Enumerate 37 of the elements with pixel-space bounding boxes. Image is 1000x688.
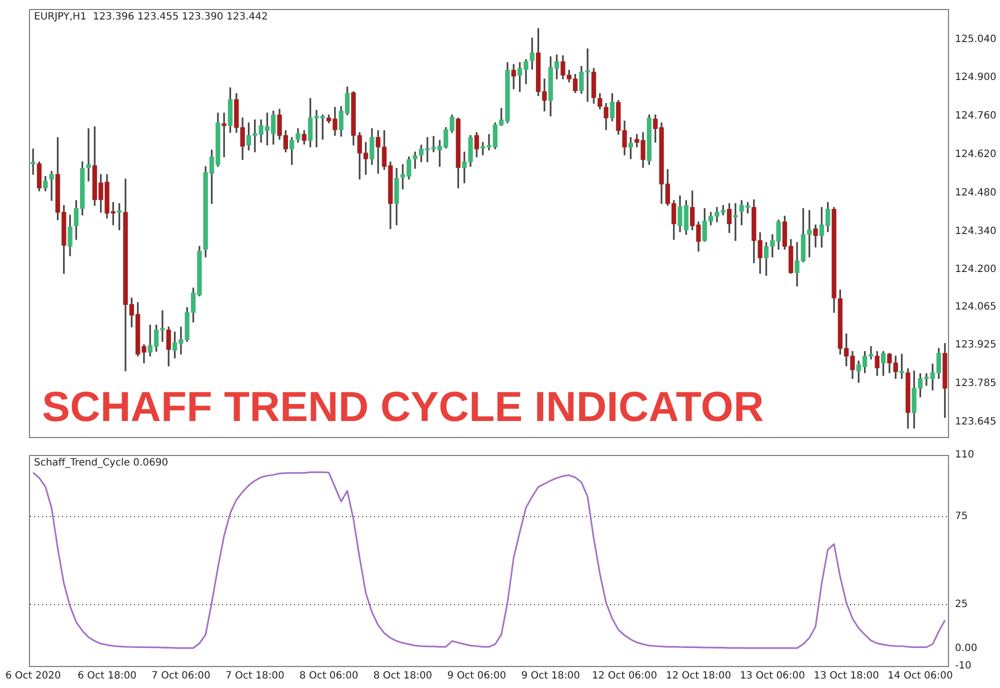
y-tick-label: 124.620 bbox=[955, 149, 996, 160]
x-tick-label: 13 Oct 06:00 bbox=[740, 670, 806, 682]
y-tick-label: 123.925 bbox=[955, 340, 996, 351]
x-tick-label: 8 Oct 06:00 bbox=[299, 670, 358, 682]
y-tick-label: 124.065 bbox=[955, 301, 996, 312]
x-tick-label: 6 Oct 18:00 bbox=[78, 670, 136, 682]
annotation: SCHAFF TREND CYCLE INDICATOR bbox=[42, 383, 764, 430]
x-tick-label: 12 Oct 06:00 bbox=[592, 670, 658, 682]
x-tick-label: 6 Oct 2020 bbox=[5, 670, 61, 682]
x-tick-label: 9 Oct 06:00 bbox=[447, 670, 506, 682]
y-tick-label: 123.645 bbox=[955, 416, 996, 428]
x-tick-label: 7 Oct 18:00 bbox=[225, 670, 284, 682]
candlestick bbox=[412, 152, 418, 169]
y-tick-label: 110 bbox=[955, 450, 974, 461]
y-tick-label: 0.00 bbox=[955, 643, 978, 654]
x-tick-label: 13 Oct 18:00 bbox=[814, 670, 879, 682]
y-tick-label: 25 bbox=[955, 599, 968, 610]
y-tick-label: 124.480 bbox=[955, 187, 996, 198]
candlestick bbox=[86, 128, 91, 182]
chart-title: EURJPY,H1 123.396 123.455 123.390 123.442 bbox=[34, 12, 268, 23]
y-tick-label: 124.760 bbox=[955, 110, 996, 122]
y-tick-label: 124.340 bbox=[955, 226, 996, 237]
x-tick-label: 14 Oct 06:00 bbox=[888, 670, 953, 682]
y-tick-label: 123.785 bbox=[955, 378, 996, 390]
x-tick-label: 12 Oct 18:00 bbox=[666, 670, 732, 682]
y-tick-label: 75 bbox=[955, 511, 968, 522]
x-tick-label: 7 Oct 06:00 bbox=[152, 670, 210, 682]
candlestick bbox=[733, 203, 738, 241]
y-tick-label: 124.200 bbox=[955, 264, 996, 276]
x-tick-label: 9 Oct 18:00 bbox=[521, 670, 580, 682]
chart-title: Schaff_Trend_Cycle 0.0690 bbox=[34, 458, 168, 469]
y-tick-label: 125.040 bbox=[955, 34, 996, 45]
x-tick-label: 8 Oct 18:00 bbox=[373, 670, 432, 682]
y-tick-label: -10 bbox=[955, 660, 972, 672]
candlestick bbox=[49, 171, 54, 201]
candlestick bbox=[222, 112, 226, 158]
y-tick-label: 124.900 bbox=[955, 72, 996, 84]
